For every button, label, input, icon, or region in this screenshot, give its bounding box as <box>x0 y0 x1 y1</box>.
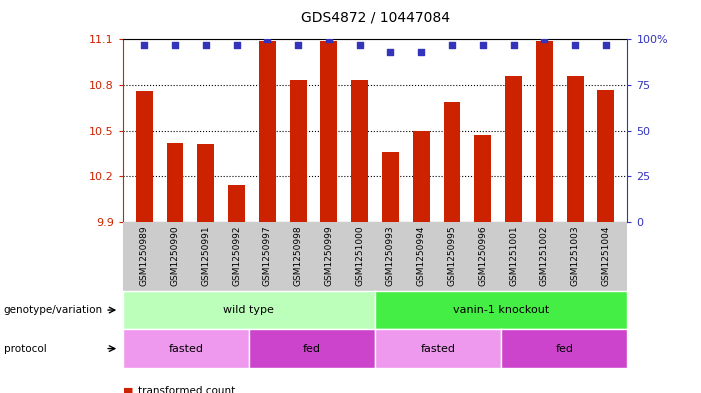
Bar <box>536 41 553 222</box>
Bar <box>475 135 491 222</box>
Bar <box>444 102 461 222</box>
Text: GSM1250990: GSM1250990 <box>170 226 179 286</box>
Text: fasted: fasted <box>421 343 456 354</box>
Text: GSM1250992: GSM1250992 <box>232 226 241 286</box>
Point <box>170 42 181 48</box>
Bar <box>259 41 275 222</box>
Text: genotype/variation: genotype/variation <box>4 305 102 315</box>
Point <box>231 42 242 48</box>
Text: fasted: fasted <box>168 343 203 354</box>
Text: GSM1250999: GSM1250999 <box>325 226 334 286</box>
Text: vanin-1 knockout: vanin-1 knockout <box>453 305 550 315</box>
Text: GSM1250995: GSM1250995 <box>447 226 456 286</box>
Text: transformed count: transformed count <box>138 386 236 393</box>
Text: GSM1251004: GSM1251004 <box>601 226 611 286</box>
Text: protocol: protocol <box>4 343 46 354</box>
Text: GSM1250997: GSM1250997 <box>263 226 272 286</box>
Bar <box>197 144 215 222</box>
Text: GSM1250993: GSM1250993 <box>386 226 395 286</box>
Point <box>569 42 580 48</box>
Bar <box>351 81 368 222</box>
Text: GSM1250991: GSM1250991 <box>201 226 210 286</box>
Point <box>447 42 458 48</box>
Text: GDS4872 / 10447084: GDS4872 / 10447084 <box>301 11 449 25</box>
Text: GSM1250994: GSM1250994 <box>416 226 426 286</box>
Text: GSM1250996: GSM1250996 <box>478 226 487 286</box>
Point <box>292 42 304 48</box>
Text: GSM1251000: GSM1251000 <box>355 226 364 286</box>
Bar <box>413 130 430 222</box>
Bar <box>382 152 399 222</box>
Bar <box>228 185 245 222</box>
Point <box>323 36 334 42</box>
Bar <box>505 76 522 222</box>
Point <box>538 36 550 42</box>
Bar <box>290 81 306 222</box>
Text: wild type: wild type <box>224 305 274 315</box>
Point <box>261 36 273 42</box>
Bar <box>597 90 614 222</box>
Text: GSM1251003: GSM1251003 <box>571 226 580 286</box>
Point <box>600 42 611 48</box>
Bar <box>136 91 153 222</box>
Point <box>385 49 396 55</box>
Point <box>477 42 489 48</box>
Point <box>139 42 150 48</box>
Point <box>508 42 519 48</box>
Text: fed: fed <box>555 343 573 354</box>
Point <box>416 49 427 55</box>
Text: ■: ■ <box>123 386 133 393</box>
Text: fed: fed <box>303 343 321 354</box>
Bar <box>566 76 583 222</box>
Text: GSM1251002: GSM1251002 <box>540 226 549 286</box>
Point <box>200 42 212 48</box>
Text: GSM1250998: GSM1250998 <box>294 226 303 286</box>
Bar <box>320 41 337 222</box>
Point <box>354 42 365 48</box>
Text: GSM1251001: GSM1251001 <box>509 226 518 286</box>
Bar <box>167 143 184 222</box>
Text: GSM1250989: GSM1250989 <box>139 226 149 286</box>
